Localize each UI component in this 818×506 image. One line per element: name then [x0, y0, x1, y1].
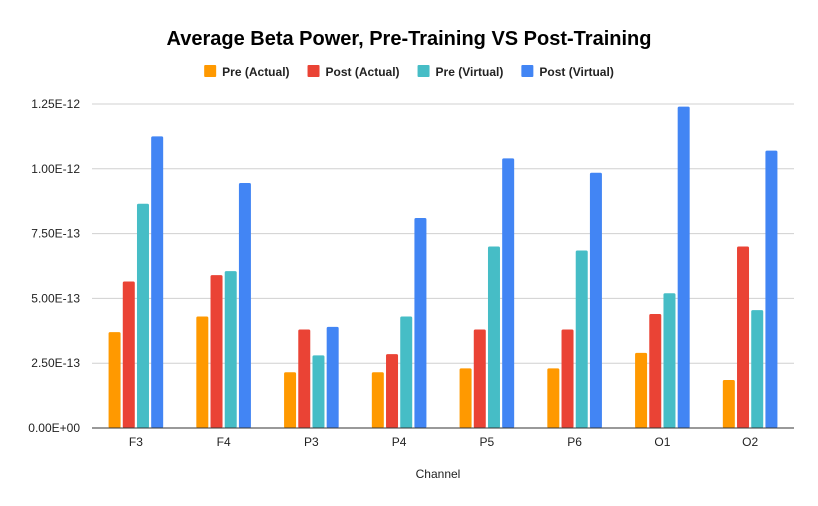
- bar: [663, 293, 676, 428]
- bar: [487, 246, 500, 428]
- legend-item[interactable]: Pre (Virtual): [417, 65, 504, 79]
- x-tick-label: P3: [304, 435, 319, 449]
- x-tick-label: P5: [480, 435, 495, 449]
- bar: [459, 368, 472, 428]
- legend-item[interactable]: Post (Virtual): [521, 65, 614, 79]
- legend-swatch: [307, 65, 320, 77]
- y-tick-label: 1.25E-12: [31, 97, 80, 111]
- x-tick-label: O1: [654, 435, 670, 449]
- x-axis-title: Channel: [416, 467, 461, 481]
- bar: [122, 281, 135, 428]
- gridlines: [92, 103, 794, 364]
- bar: [136, 203, 149, 428]
- x-tick-label: P6: [567, 435, 582, 449]
- bars: [108, 106, 778, 428]
- x-tick-label: F4: [217, 435, 231, 449]
- bar: [238, 183, 251, 428]
- chart-title: Average Beta Power, Pre-Training VS Post…: [167, 28, 652, 50]
- x-tick-label: O2: [742, 435, 758, 449]
- bar: [589, 172, 602, 428]
- bar: [677, 106, 690, 428]
- legend-label: Pre (Actual): [222, 65, 289, 79]
- bar: [635, 352, 648, 428]
- x-axis-ticks: F3 F4 P3 P4 P5 P6 O1 O2: [129, 435, 759, 449]
- y-tick-label: 2.50E-13: [31, 356, 80, 370]
- legend-swatch: [204, 65, 217, 77]
- y-tick-label: 5.00E-13: [31, 291, 80, 305]
- bar: [561, 329, 574, 428]
- y-tick-label: 0.00E+00: [28, 421, 80, 435]
- legend-label: Post (Actual): [326, 65, 400, 79]
- y-tick-label: 7.50E-13: [31, 227, 80, 241]
- legend[interactable]: Pre (Actual) Post (Actual) Pre (Virtual) Po…: [204, 65, 614, 79]
- legend-label: Post (Virtual): [539, 65, 613, 79]
- bar: [649, 313, 662, 428]
- bar: [386, 354, 399, 428]
- legend-swatch: [521, 65, 534, 77]
- bar: [108, 332, 121, 428]
- bar: [722, 380, 735, 428]
- bar: [210, 275, 223, 428]
- x-tick-label: F3: [129, 435, 143, 449]
- bar: [151, 136, 164, 428]
- bar: [298, 329, 311, 428]
- bar: [224, 271, 237, 428]
- bar: [502, 158, 515, 428]
- legend-swatch: [417, 65, 430, 77]
- bar: [400, 316, 413, 428]
- bar: [284, 372, 297, 428]
- bar: [326, 326, 339, 428]
- bar: [312, 355, 325, 428]
- legend-item[interactable]: Pre (Actual): [204, 65, 290, 79]
- x-tick-label: P4: [392, 435, 407, 449]
- bar: [751, 310, 764, 428]
- bar: [371, 372, 384, 428]
- bar: [547, 368, 560, 428]
- legend-item[interactable]: Post (Actual): [307, 65, 400, 79]
- y-axis-ticks: 0.00E+00 2.50E-13 5.00E-13 7.50E-13 1.00E-12…: [28, 97, 80, 435]
- bar: [196, 316, 209, 428]
- bar: [473, 329, 486, 428]
- bar: [414, 218, 427, 428]
- y-tick-label: 1.00E-12: [31, 162, 80, 176]
- bar: [765, 150, 778, 428]
- legend-label: Pre (Virtual): [436, 65, 504, 79]
- bar: [737, 246, 750, 428]
- bar: [575, 250, 588, 428]
